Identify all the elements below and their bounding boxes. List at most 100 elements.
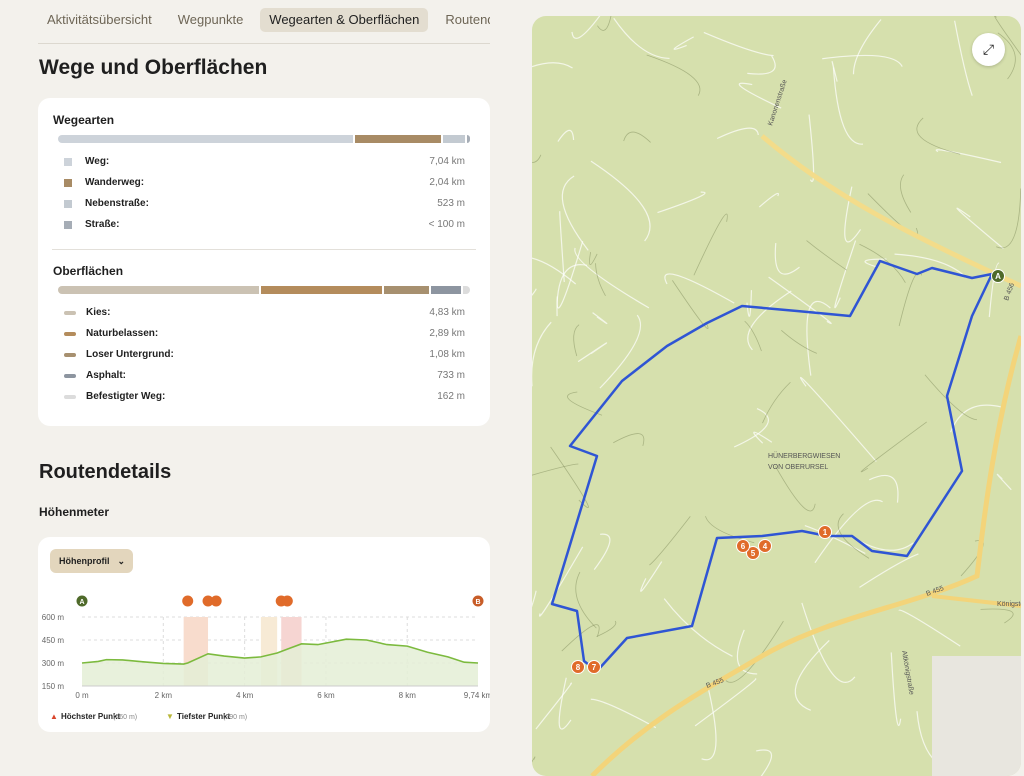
elevation-chart: 600 m 450 m 300 m 150 m 0 m 2 km 4 km 6 km 8 km 9… <box>42 595 490 721</box>
map-path <box>814 499 883 564</box>
map-path <box>954 20 973 96</box>
waypoint-pin-label: 8 <box>576 663 581 672</box>
contour-line <box>532 756 536 763</box>
bar-segment <box>261 286 382 294</box>
legend-value: 2,89 km <box>429 328 465 339</box>
contour-line <box>994 16 1021 56</box>
tab-bar: Aktivitätsübersicht Wegpunkte Wegearten … <box>38 8 490 44</box>
legend-label: Höchster Punkt <box>61 712 120 721</box>
map-path <box>753 431 773 444</box>
map-path <box>590 160 651 242</box>
map-path <box>561 175 589 251</box>
lowest-point-icon: ▼ <box>166 712 174 721</box>
bar-segment <box>383 286 429 294</box>
contour-line <box>898 272 923 327</box>
legend-swatch <box>64 331 76 336</box>
map[interactable]: Kanonenstraße HÜNERBERGWIESEN VON OBERURSE… <box>532 16 1021 776</box>
section-title: Routendetails <box>39 461 172 483</box>
map-path <box>935 149 1002 164</box>
map-path <box>768 276 832 325</box>
map-path <box>799 376 877 462</box>
map-path <box>956 207 1004 250</box>
town-area <box>932 656 1021 776</box>
waypoint-pin <box>587 660 601 674</box>
map-path <box>801 602 856 683</box>
map-path <box>746 290 753 317</box>
contour-line <box>550 446 589 509</box>
map-path <box>593 533 611 571</box>
road <box>760 134 1021 289</box>
contour-line <box>561 624 600 652</box>
legend-swatch <box>64 352 76 357</box>
map-label: VON OBERURSEL <box>768 464 828 471</box>
highest-point-icon: ▲ <box>50 712 58 721</box>
legend-value: 733 m <box>437 370 465 381</box>
contour-line <box>589 252 598 265</box>
waypoint-pin-label: 4 <box>763 542 768 551</box>
map-path <box>852 19 882 75</box>
map-path <box>532 288 537 296</box>
bar-segment <box>58 286 260 294</box>
map-label: B 455 <box>705 677 725 690</box>
waypoint-pin-label: 5 <box>751 549 756 558</box>
map-path <box>558 677 572 730</box>
waypoint-pin-label: 1 <box>823 528 828 537</box>
contour-line <box>916 117 961 155</box>
elevation-card: Höhenprofil ⌄ 600 m 450 m 300 m 150 m 0 m 2 km… <box>38 537 490 732</box>
map-path <box>844 186 862 243</box>
map-path <box>532 590 537 608</box>
x-tick-label: 2 km <box>155 691 173 700</box>
contour-line <box>860 421 927 473</box>
contour-line <box>900 174 912 213</box>
legend-item: Naturbelassen: 2,89 km <box>64 323 465 344</box>
y-tick-label: 450 m <box>42 636 65 645</box>
legend-value: 2,04 km <box>429 177 465 188</box>
bar-segment <box>430 286 462 294</box>
legend-swatch <box>64 373 76 378</box>
legend-item: Weg: 7,04 km <box>64 151 465 172</box>
map-path <box>890 652 902 726</box>
map-path <box>832 67 864 145</box>
contour-line <box>924 374 978 421</box>
tab-route-details[interactable]: Routend <box>445 12 490 27</box>
contour-line <box>859 243 906 283</box>
tab-waypoints[interactable]: Wegpunkte <box>177 12 244 27</box>
map-path <box>831 61 838 82</box>
expand-map-button[interactable]: ⤢ <box>972 33 1005 66</box>
legend-value: 4,83 km <box>429 307 465 318</box>
waypoint-marker <box>210 595 222 607</box>
map-path <box>736 629 758 675</box>
legend-label: Kies: <box>86 307 111 318</box>
map-path <box>894 253 967 279</box>
contour-line <box>693 213 728 276</box>
map-path <box>556 264 588 317</box>
map-path <box>806 301 831 376</box>
tab-path-types[interactable]: Wegearten & Oberflächen <box>260 8 429 32</box>
map-path <box>535 682 573 730</box>
waypoint-pin-label: 6 <box>741 542 746 551</box>
waypoint-pin-label: A <box>995 272 1001 281</box>
legend-swatch <box>64 310 76 315</box>
contour-line <box>532 154 542 163</box>
map-path <box>747 55 776 75</box>
map-path <box>664 273 735 304</box>
path-types-card: Wegearten Weg: 7,04 km Wanderweg: 2,04 km Ne… <box>38 98 490 426</box>
tab-overview[interactable]: Aktivitätsübersicht <box>47 12 152 27</box>
map-path <box>774 243 800 275</box>
map-path <box>640 561 663 592</box>
contour-line <box>573 324 580 357</box>
profile-dropdown[interactable]: Höhenprofil ⌄ <box>50 549 133 573</box>
elevation-line <box>81 638 479 665</box>
legend-item: Wanderweg: 2,04 km <box>64 172 465 193</box>
contour-line <box>762 381 791 424</box>
waypoint-pin <box>818 525 832 539</box>
legend-value: 162 m <box>437 391 465 402</box>
map-path <box>794 640 830 711</box>
map-path <box>756 749 772 776</box>
divider <box>52 249 476 250</box>
waypoint-marker <box>202 595 214 607</box>
page-title: Wege und Oberflächen <box>39 56 268 79</box>
contour-line <box>649 516 691 566</box>
legend-value: 523 m <box>437 198 465 209</box>
